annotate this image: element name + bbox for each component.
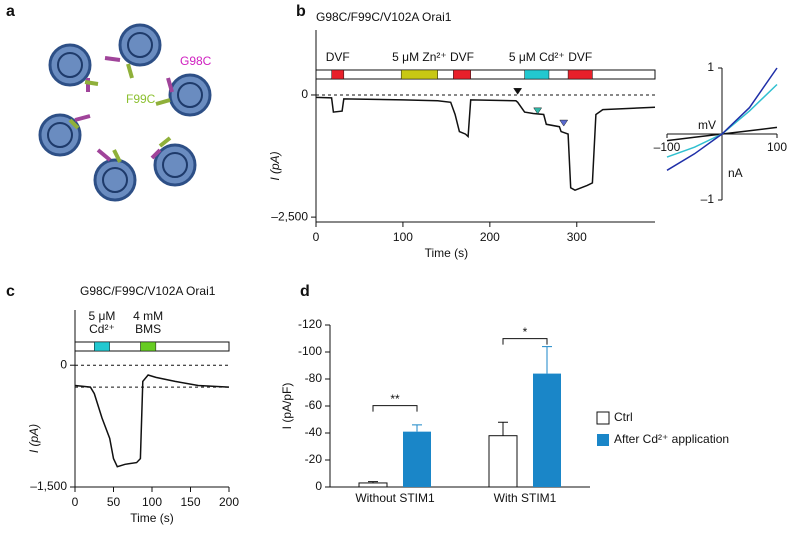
y-tick-label: 0 [315, 479, 322, 493]
legend-label: After Cd²⁺ application [614, 432, 729, 446]
application-bar [400, 69, 438, 80]
application-bar [567, 69, 593, 80]
bar [358, 482, 388, 488]
y-axis-label: I (pA) [27, 424, 41, 453]
panel-label: d [300, 283, 310, 300]
bar [403, 431, 431, 487]
arrowhead [559, 119, 569, 127]
x-tick-label: 100 [393, 230, 413, 244]
y-tick-label: –2,500 [271, 209, 308, 223]
panel-label: c [6, 283, 15, 300]
error-bar [542, 346, 552, 374]
legend-label: Ctrl [614, 410, 633, 424]
application-label: 4 mM [133, 309, 163, 323]
application-label: DVF [450, 50, 474, 64]
y-tick-label: -60 [305, 398, 323, 412]
bar [533, 373, 561, 487]
significance-label: * [523, 325, 528, 339]
y-axis-label: nA [728, 166, 743, 180]
trace [74, 374, 230, 468]
application-bar [524, 69, 550, 80]
y-tick-label: 0 [60, 357, 67, 371]
y-axis-label: I (pA) [268, 151, 282, 180]
application-label: DVF [326, 50, 350, 64]
chart-title: G98C/F99C/V102A Orai1 [80, 284, 216, 298]
application-bar [453, 69, 471, 80]
panel-label: a [6, 3, 15, 20]
x-axis-label: Time (s) [130, 511, 174, 525]
panel-label: b [296, 3, 306, 20]
application-label: 5 μM Cd²⁺ [509, 50, 565, 64]
trace [666, 67, 778, 171]
protocol-strip [315, 69, 656, 80]
x-tick-label: 150 [180, 495, 200, 509]
y-axis-label: I (pA/pF) [280, 383, 294, 430]
error-bar [368, 481, 378, 483]
y-tick-label: -120 [298, 317, 322, 331]
bar [488, 435, 518, 488]
residue-label: G98C [180, 54, 212, 68]
x-tick-label: 50 [107, 495, 121, 509]
legend-swatch [596, 411, 610, 425]
x-tick-label: 200 [219, 495, 239, 509]
x-tick-label: 0 [313, 230, 320, 244]
y-tick-label: -40 [305, 425, 323, 439]
residue-label: F99C [126, 92, 156, 106]
y-tick-label: -80 [305, 371, 323, 385]
x-tick-label: 100 [767, 140, 787, 154]
x-tick-label: –100 [654, 140, 681, 154]
application-label: 5 μM [88, 309, 115, 323]
x-axis-label: mV [698, 118, 716, 132]
x-tick-label: 0 [72, 495, 79, 509]
application-label: BMS [135, 322, 161, 336]
application-label: Cd²⁺ [89, 322, 115, 336]
legend-swatch [597, 434, 609, 446]
application-bar [94, 341, 110, 352]
arrowhead [513, 88, 523, 95]
error-bar [498, 421, 508, 436]
y-tick-label: 0 [301, 87, 308, 101]
significance-bracket [502, 338, 548, 345]
y-tick-label: -20 [305, 452, 323, 466]
y-tick-label: 1 [707, 60, 714, 74]
y-tick-label: –1,500 [30, 479, 67, 493]
y-tick-label: –1 [701, 192, 715, 206]
x-tick-label: 100 [142, 495, 162, 509]
trace [315, 96, 656, 192]
x-tick-label: With STIM1 [494, 491, 557, 505]
significance-bracket [372, 405, 418, 412]
x-tick-label: Without STIM1 [355, 491, 435, 505]
x-axis-label: Time (s) [425, 246, 469, 260]
application-bar [331, 69, 345, 80]
channel-structure [38, 23, 212, 202]
chart-title: G98C/F99C/V102A Orai1 [316, 10, 452, 24]
y-tick-label: -100 [298, 344, 322, 358]
application-bar [140, 341, 157, 352]
application-label: DVF [568, 50, 592, 64]
x-tick-label: 300 [567, 230, 587, 244]
application-label: 5 μM Zn²⁺ [392, 50, 447, 64]
significance-label: ** [390, 392, 400, 406]
arrowhead [533, 107, 543, 115]
x-tick-label: 200 [480, 230, 500, 244]
error-bar [412, 424, 422, 432]
